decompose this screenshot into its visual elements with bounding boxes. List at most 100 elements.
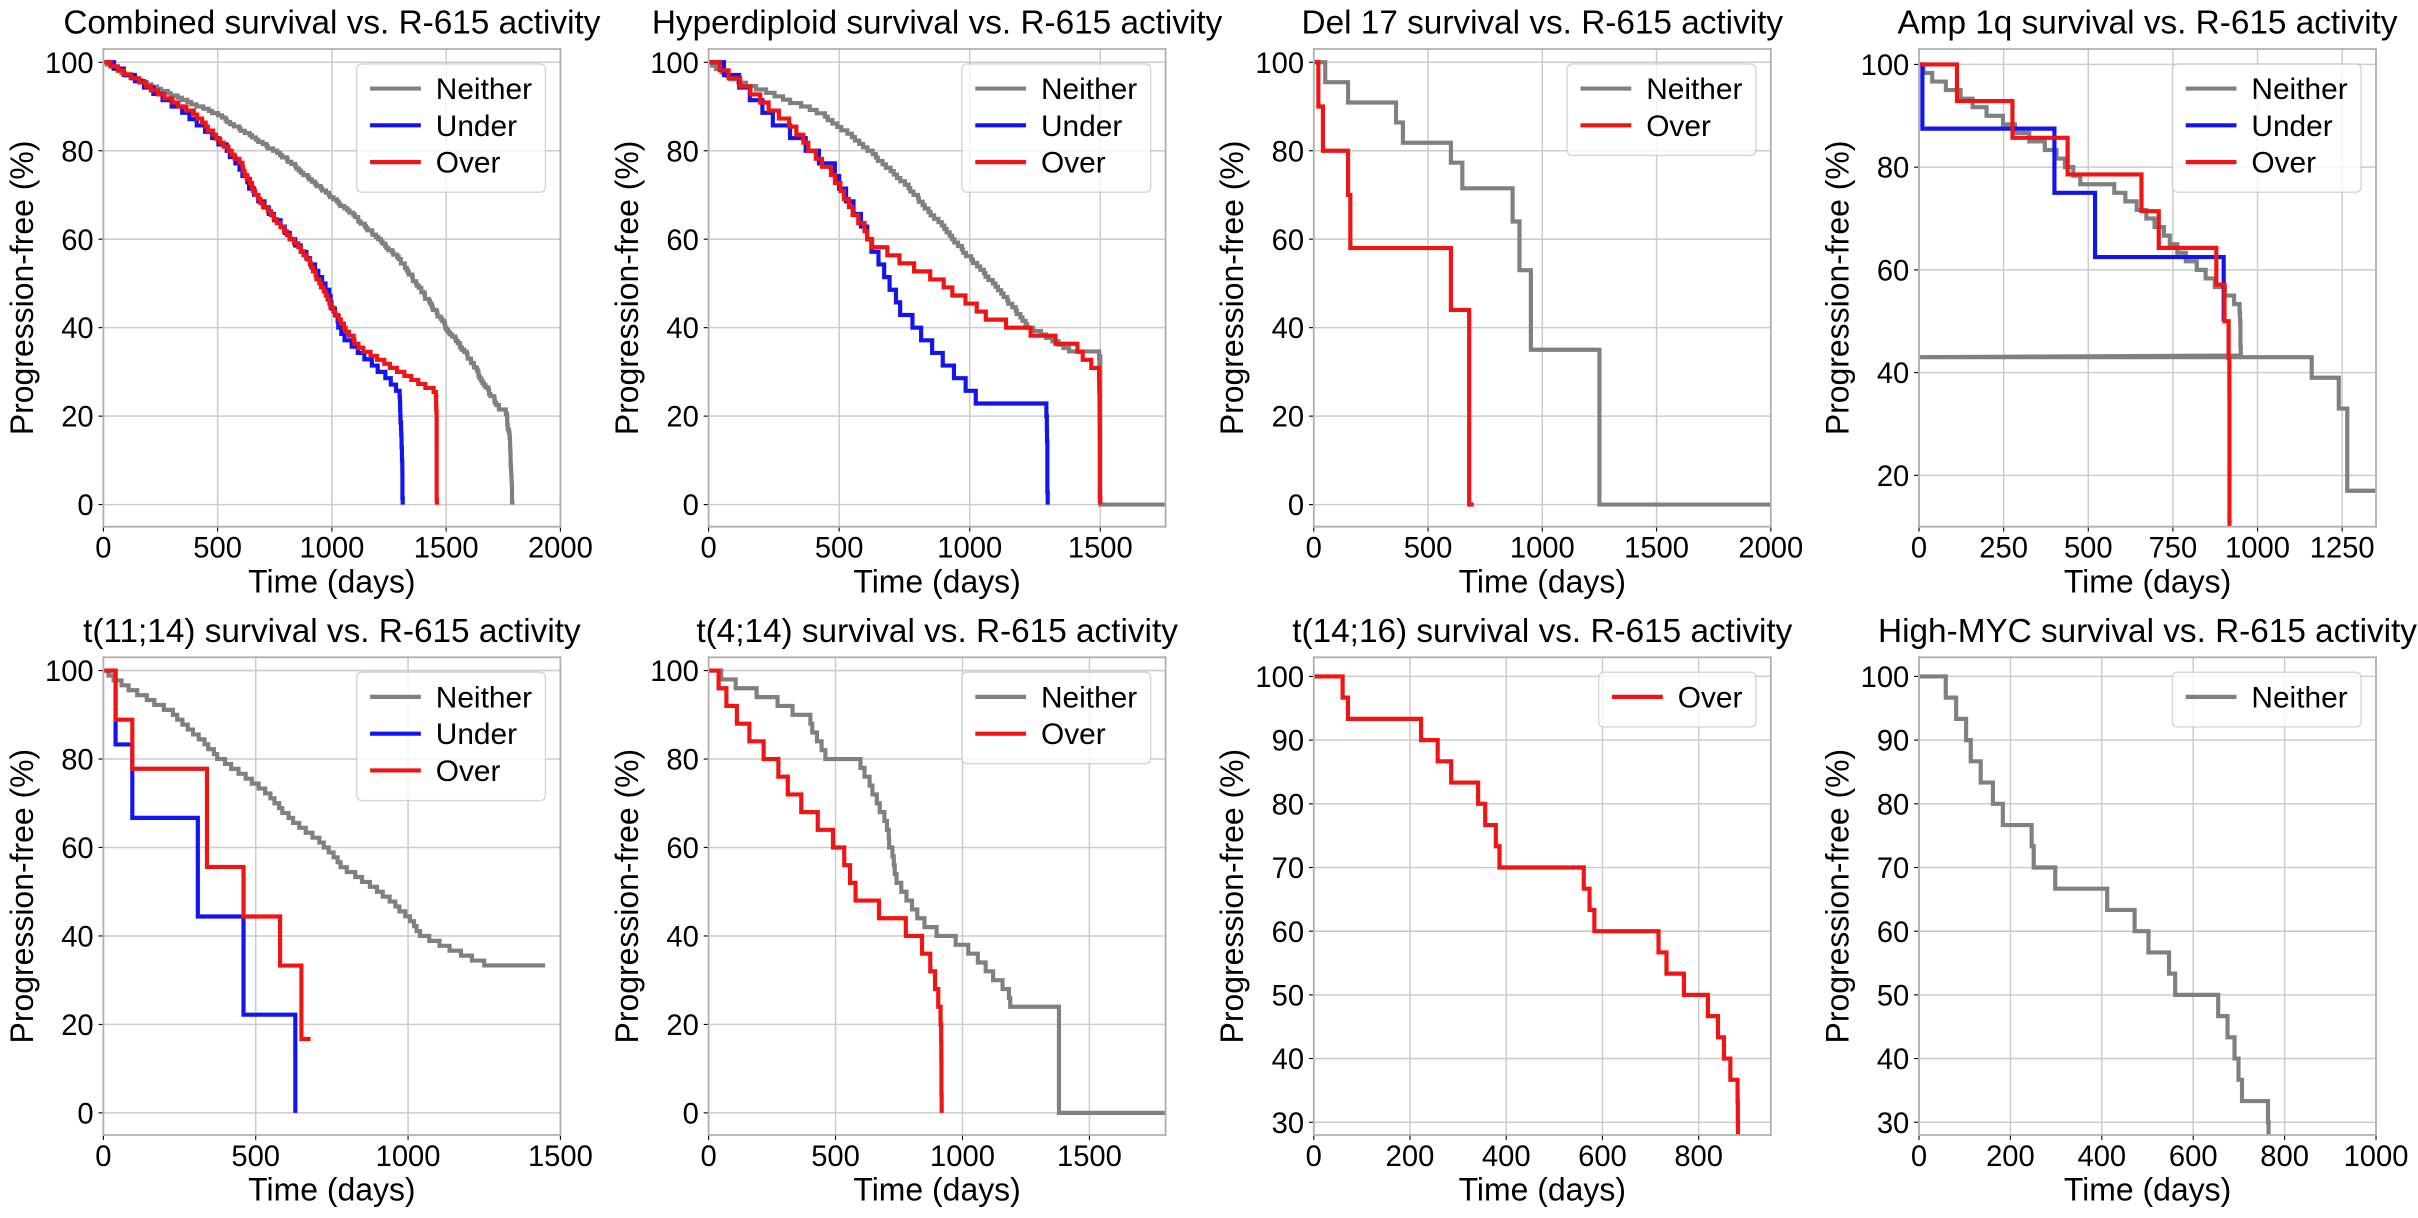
- svg-text:500: 500: [2064, 533, 2113, 565]
- svg-text:500: 500: [193, 533, 242, 565]
- svg-text:80: 80: [1272, 136, 1304, 168]
- svg-text:1000: 1000: [376, 1141, 441, 1173]
- svg-text:1500: 1500: [1624, 533, 1689, 565]
- svg-text:0: 0: [700, 1141, 716, 1173]
- svg-text:Time (days): Time (days): [2064, 563, 2231, 599]
- svg-text:100: 100: [650, 656, 699, 688]
- svg-text:250: 250: [1979, 533, 2028, 565]
- svg-text:90: 90: [1877, 726, 1909, 758]
- svg-text:Progression-free (%): Progression-free (%): [609, 749, 645, 1044]
- svg-text:1000: 1000: [937, 533, 1002, 565]
- svg-text:20: 20: [666, 402, 698, 434]
- svg-text:0: 0: [683, 490, 699, 522]
- svg-text:1000: 1000: [299, 533, 364, 565]
- svg-text:Hyperdiploid survival vs. R-61: Hyperdiploid survival vs. R-615 activity: [652, 5, 1223, 42]
- svg-text:Over: Over: [1646, 110, 1711, 143]
- svg-text:200: 200: [1986, 1141, 2035, 1173]
- svg-text:800: 800: [2260, 1141, 2309, 1173]
- svg-text:1500: 1500: [1068, 533, 1133, 565]
- svg-text:40: 40: [1877, 358, 1909, 390]
- svg-text:Neither: Neither: [2251, 73, 2347, 106]
- svg-text:Amp 1q survival vs. R-615 acti: Amp 1q survival vs. R-615 activity: [1897, 5, 2397, 42]
- svg-text:0: 0: [1306, 533, 1322, 565]
- svg-text:Neither: Neither: [436, 73, 532, 106]
- svg-text:1500: 1500: [528, 1141, 593, 1173]
- svg-text:100: 100: [1255, 48, 1304, 80]
- svg-text:2000: 2000: [528, 533, 593, 565]
- svg-text:20: 20: [1877, 461, 1909, 493]
- svg-text:100: 100: [1255, 662, 1304, 694]
- svg-text:Time (days): Time (days): [1459, 1172, 1626, 1208]
- svg-text:60: 60: [1272, 225, 1304, 257]
- svg-text:400: 400: [1482, 1141, 1531, 1173]
- svg-text:Progression-free (%): Progression-free (%): [4, 141, 40, 436]
- svg-text:500: 500: [231, 1141, 280, 1173]
- svg-text:40: 40: [1877, 1044, 1909, 1076]
- svg-text:Under: Under: [436, 110, 517, 143]
- svg-text:Combined survival vs. R-615 ac: Combined survival vs. R-615 activity: [63, 5, 600, 42]
- svg-text:Neither: Neither: [436, 681, 532, 714]
- svg-text:Progression-free (%): Progression-free (%): [1819, 749, 1855, 1044]
- svg-text:1500: 1500: [1057, 1141, 1122, 1173]
- svg-text:Progression-free (%): Progression-free (%): [609, 141, 645, 436]
- svg-text:60: 60: [666, 833, 698, 865]
- svg-text:80: 80: [666, 136, 698, 168]
- svg-text:30: 30: [1877, 1108, 1909, 1140]
- svg-text:Over: Over: [1041, 147, 1106, 180]
- svg-text:0: 0: [1911, 533, 1927, 565]
- svg-text:40: 40: [666, 922, 698, 954]
- svg-text:0: 0: [95, 533, 111, 565]
- svg-text:500: 500: [811, 1141, 860, 1173]
- svg-text:20: 20: [1272, 402, 1304, 434]
- svg-text:500: 500: [1404, 533, 1453, 565]
- svg-text:Over: Over: [436, 755, 501, 788]
- svg-text:80: 80: [1877, 153, 1909, 185]
- svg-text:0: 0: [683, 1098, 699, 1130]
- svg-text:20: 20: [61, 402, 93, 434]
- svg-text:600: 600: [2169, 1141, 2218, 1173]
- svg-text:50: 50: [1877, 980, 1909, 1012]
- svg-text:0: 0: [1288, 490, 1304, 522]
- svg-text:t(14;16) survival vs. R-615 ac: t(14;16) survival vs. R-615 activity: [1292, 613, 1792, 650]
- svg-text:80: 80: [61, 745, 93, 777]
- svg-text:60: 60: [1272, 917, 1304, 949]
- svg-text:Neither: Neither: [2251, 681, 2347, 714]
- svg-text:Neither: Neither: [1041, 73, 1137, 106]
- svg-text:80: 80: [61, 136, 93, 168]
- svg-text:Time (days): Time (days): [853, 1172, 1020, 1208]
- svg-text:100: 100: [45, 48, 94, 80]
- svg-text:60: 60: [1877, 255, 1909, 287]
- svg-text:60: 60: [1877, 917, 1909, 949]
- svg-text:90: 90: [1272, 726, 1304, 758]
- svg-text:0: 0: [1911, 1141, 1927, 1173]
- svg-text:100: 100: [1861, 50, 1910, 82]
- svg-text:Time (days): Time (days): [248, 563, 415, 599]
- svg-text:Progression-free (%): Progression-free (%): [4, 749, 40, 1044]
- svg-text:1250: 1250: [2310, 533, 2375, 565]
- svg-text:40: 40: [1272, 1044, 1304, 1076]
- svg-text:Time (days): Time (days): [1459, 563, 1626, 599]
- svg-text:1500: 1500: [414, 533, 479, 565]
- svg-text:Progression-free (%): Progression-free (%): [1214, 141, 1250, 436]
- svg-text:2000: 2000: [1738, 533, 1803, 565]
- svg-text:80: 80: [1877, 789, 1909, 821]
- svg-text:0: 0: [95, 1141, 111, 1173]
- svg-text:1000: 1000: [930, 1141, 995, 1173]
- svg-text:500: 500: [815, 533, 864, 565]
- svg-text:60: 60: [61, 833, 93, 865]
- svg-text:Under: Under: [2251, 110, 2332, 143]
- svg-text:0: 0: [77, 1098, 93, 1130]
- svg-text:0: 0: [1306, 1141, 1322, 1173]
- svg-text:70: 70: [1272, 853, 1304, 885]
- svg-text:0: 0: [77, 490, 93, 522]
- svg-text:60: 60: [666, 225, 698, 257]
- svg-text:Time (days): Time (days): [2064, 1172, 2231, 1208]
- svg-text:1000: 1000: [1510, 533, 1575, 565]
- svg-text:40: 40: [666, 313, 698, 345]
- svg-text:60: 60: [61, 225, 93, 257]
- svg-text:50: 50: [1272, 980, 1304, 1012]
- svg-text:20: 20: [666, 1010, 698, 1042]
- svg-text:40: 40: [1272, 313, 1304, 345]
- svg-text:Over: Over: [2251, 147, 2316, 180]
- svg-text:Over: Over: [1678, 681, 1743, 714]
